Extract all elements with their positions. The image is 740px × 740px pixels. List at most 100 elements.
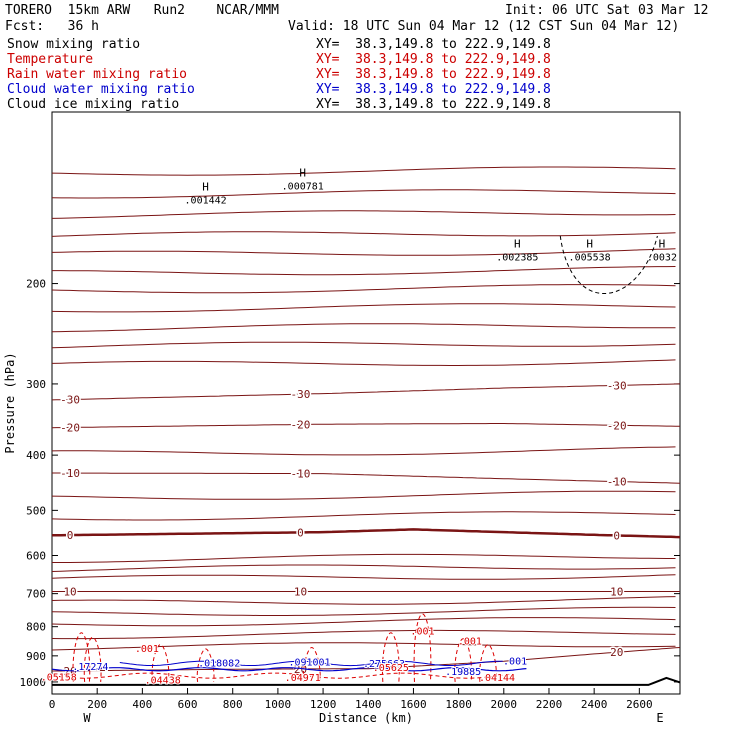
isotherm-label: 20 (610, 646, 623, 659)
field-temp-name: Temperature (7, 52, 94, 67)
isotherm-line (51, 231, 676, 237)
terrain-line (52, 676, 681, 686)
y-tick-label: 200 (26, 278, 46, 291)
isotherm-line (51, 166, 676, 176)
isotherm--20 (51, 423, 681, 429)
header-model: TORERO 15km ARW Run2 NCAR/MMM (5, 3, 279, 18)
isotherm-line (51, 189, 676, 199)
isotherm-line (51, 617, 676, 627)
field-rain-xy: XY= 38.3,149.8 to 222.9,149.8 (316, 67, 551, 82)
rain-contour (454, 638, 473, 682)
isotherm-label: -10 (60, 467, 80, 480)
isotherm-0 (51, 528, 681, 539)
rain-contour (151, 644, 170, 682)
snow-high-marker: H (299, 166, 306, 179)
isotherm-line (51, 248, 676, 256)
field-cloudice-name: Cloud ice mixing ratio (7, 97, 180, 112)
header-valid: Valid: 18 UTC Sun 04 Mar 12 (12 CST Sun … (288, 19, 680, 34)
y-tick-label: 800 (26, 621, 46, 634)
rain-contour (83, 636, 102, 682)
x-tick-label: 2000 (491, 698, 518, 711)
isotherm-line (51, 210, 676, 219)
isotherm-label: 10 (610, 586, 623, 599)
x-tick-label: 1600 (400, 698, 427, 711)
rain-contour (479, 644, 497, 682)
x-end-label-west: W (83, 711, 91, 725)
isotherm-line (52, 553, 676, 563)
isotherm-line (51, 574, 676, 580)
x-tick-label: 400 (132, 698, 152, 711)
isotherm-label: -10 (291, 468, 311, 481)
x-tick-label: 1200 (310, 698, 337, 711)
plot-frame (51, 111, 681, 695)
snow-high-marker: H (659, 237, 666, 250)
cloud-water-value: .001 (503, 656, 527, 667)
field-cloudwater-xy: XY= 38.3,149.8 to 222.9,149.8 (316, 82, 551, 97)
x-tick-label: 2200 (536, 698, 563, 711)
isotherm-label: -30 (607, 379, 627, 392)
y-tick-label: 600 (26, 549, 46, 562)
rain-value: .04971 (285, 673, 321, 684)
x-tick-label: 2400 (581, 698, 608, 711)
field-snow-name: Snow mixing ratio (7, 37, 141, 52)
field-cloudice-xy: XY= 38.3,149.8 to 222.9,149.8 (316, 97, 551, 112)
rain-contour (302, 646, 321, 682)
x-tick-label: 600 (178, 698, 198, 711)
rain-value: .05625 (373, 663, 409, 674)
y-tick-label: 400 (26, 449, 46, 462)
y-tick-label: 300 (26, 378, 46, 391)
field-rain-name: Rain water mixing ratio (7, 67, 188, 82)
isotherm-label: 0 (613, 529, 620, 542)
cloud-water-value: .275663 (363, 659, 405, 670)
isotherm-line (51, 359, 676, 366)
isotherm-label: -20 (60, 421, 80, 434)
isotherm-label: 20 (63, 665, 76, 678)
isotherm-line (51, 606, 676, 616)
rain-value: .001 (458, 637, 482, 648)
snow-high-value: .002385 (496, 252, 538, 263)
rain-value: .04438 (145, 676, 181, 687)
isotherm-line (51, 511, 676, 521)
x-tick-label: 2600 (626, 698, 653, 711)
isotherm--10 (52, 472, 681, 484)
rain-contour (381, 632, 400, 682)
isotherm-line (51, 490, 676, 500)
y-tick-label: 700 (26, 588, 46, 601)
y-tick-label: 900 (26, 650, 46, 663)
field-temp-xy: XY= 38.3,149.8 to 222.9,149.8 (316, 52, 551, 67)
isotherm-line (51, 642, 676, 651)
rain-value: .04144 (479, 673, 515, 684)
isotherm-line (51, 446, 676, 456)
y-tick-label: 500 (26, 504, 46, 517)
x-end-label-east: E (656, 711, 663, 725)
isotherm-label: 10 (294, 586, 307, 599)
snow-high-marker: H (586, 237, 593, 250)
isotherm-label: -30 (60, 393, 80, 406)
header-fcst: Fcst: 36 h (5, 19, 99, 34)
cloud-water-value: .19885 (445, 667, 481, 678)
snow-high-value: .000781 (282, 181, 324, 192)
cloud-water-value: .17274 (72, 662, 108, 673)
isotherm-label: 0 (297, 526, 304, 539)
x-tick-label: 1000 (265, 698, 292, 711)
rain-contour (72, 632, 91, 682)
rain-contour (196, 648, 215, 682)
snow-high-marker: H (514, 237, 521, 250)
isotherm-label: -10 (607, 476, 627, 489)
isotherm-line (51, 303, 676, 313)
snow-high-value: .0032 (647, 252, 677, 263)
x-tick-label: 1400 (355, 698, 382, 711)
isotherm-line (51, 596, 676, 605)
snow-high-value: .001442 (185, 196, 227, 207)
header-init: Init: 06 UTC Sat 03 Mar 12 (505, 3, 709, 18)
isotherm-label: 10 (63, 586, 76, 599)
cloud-water-value: .018082 (198, 658, 240, 669)
x-tick-label: 1800 (445, 698, 472, 711)
isotherm-line (52, 266, 676, 276)
x-axis-label: Distance (km) (319, 711, 413, 725)
y-tick-label: 1000 (20, 676, 47, 689)
rain-contour (413, 613, 432, 682)
cloud-water-contour (119, 660, 503, 667)
isotherm-line (51, 564, 676, 572)
